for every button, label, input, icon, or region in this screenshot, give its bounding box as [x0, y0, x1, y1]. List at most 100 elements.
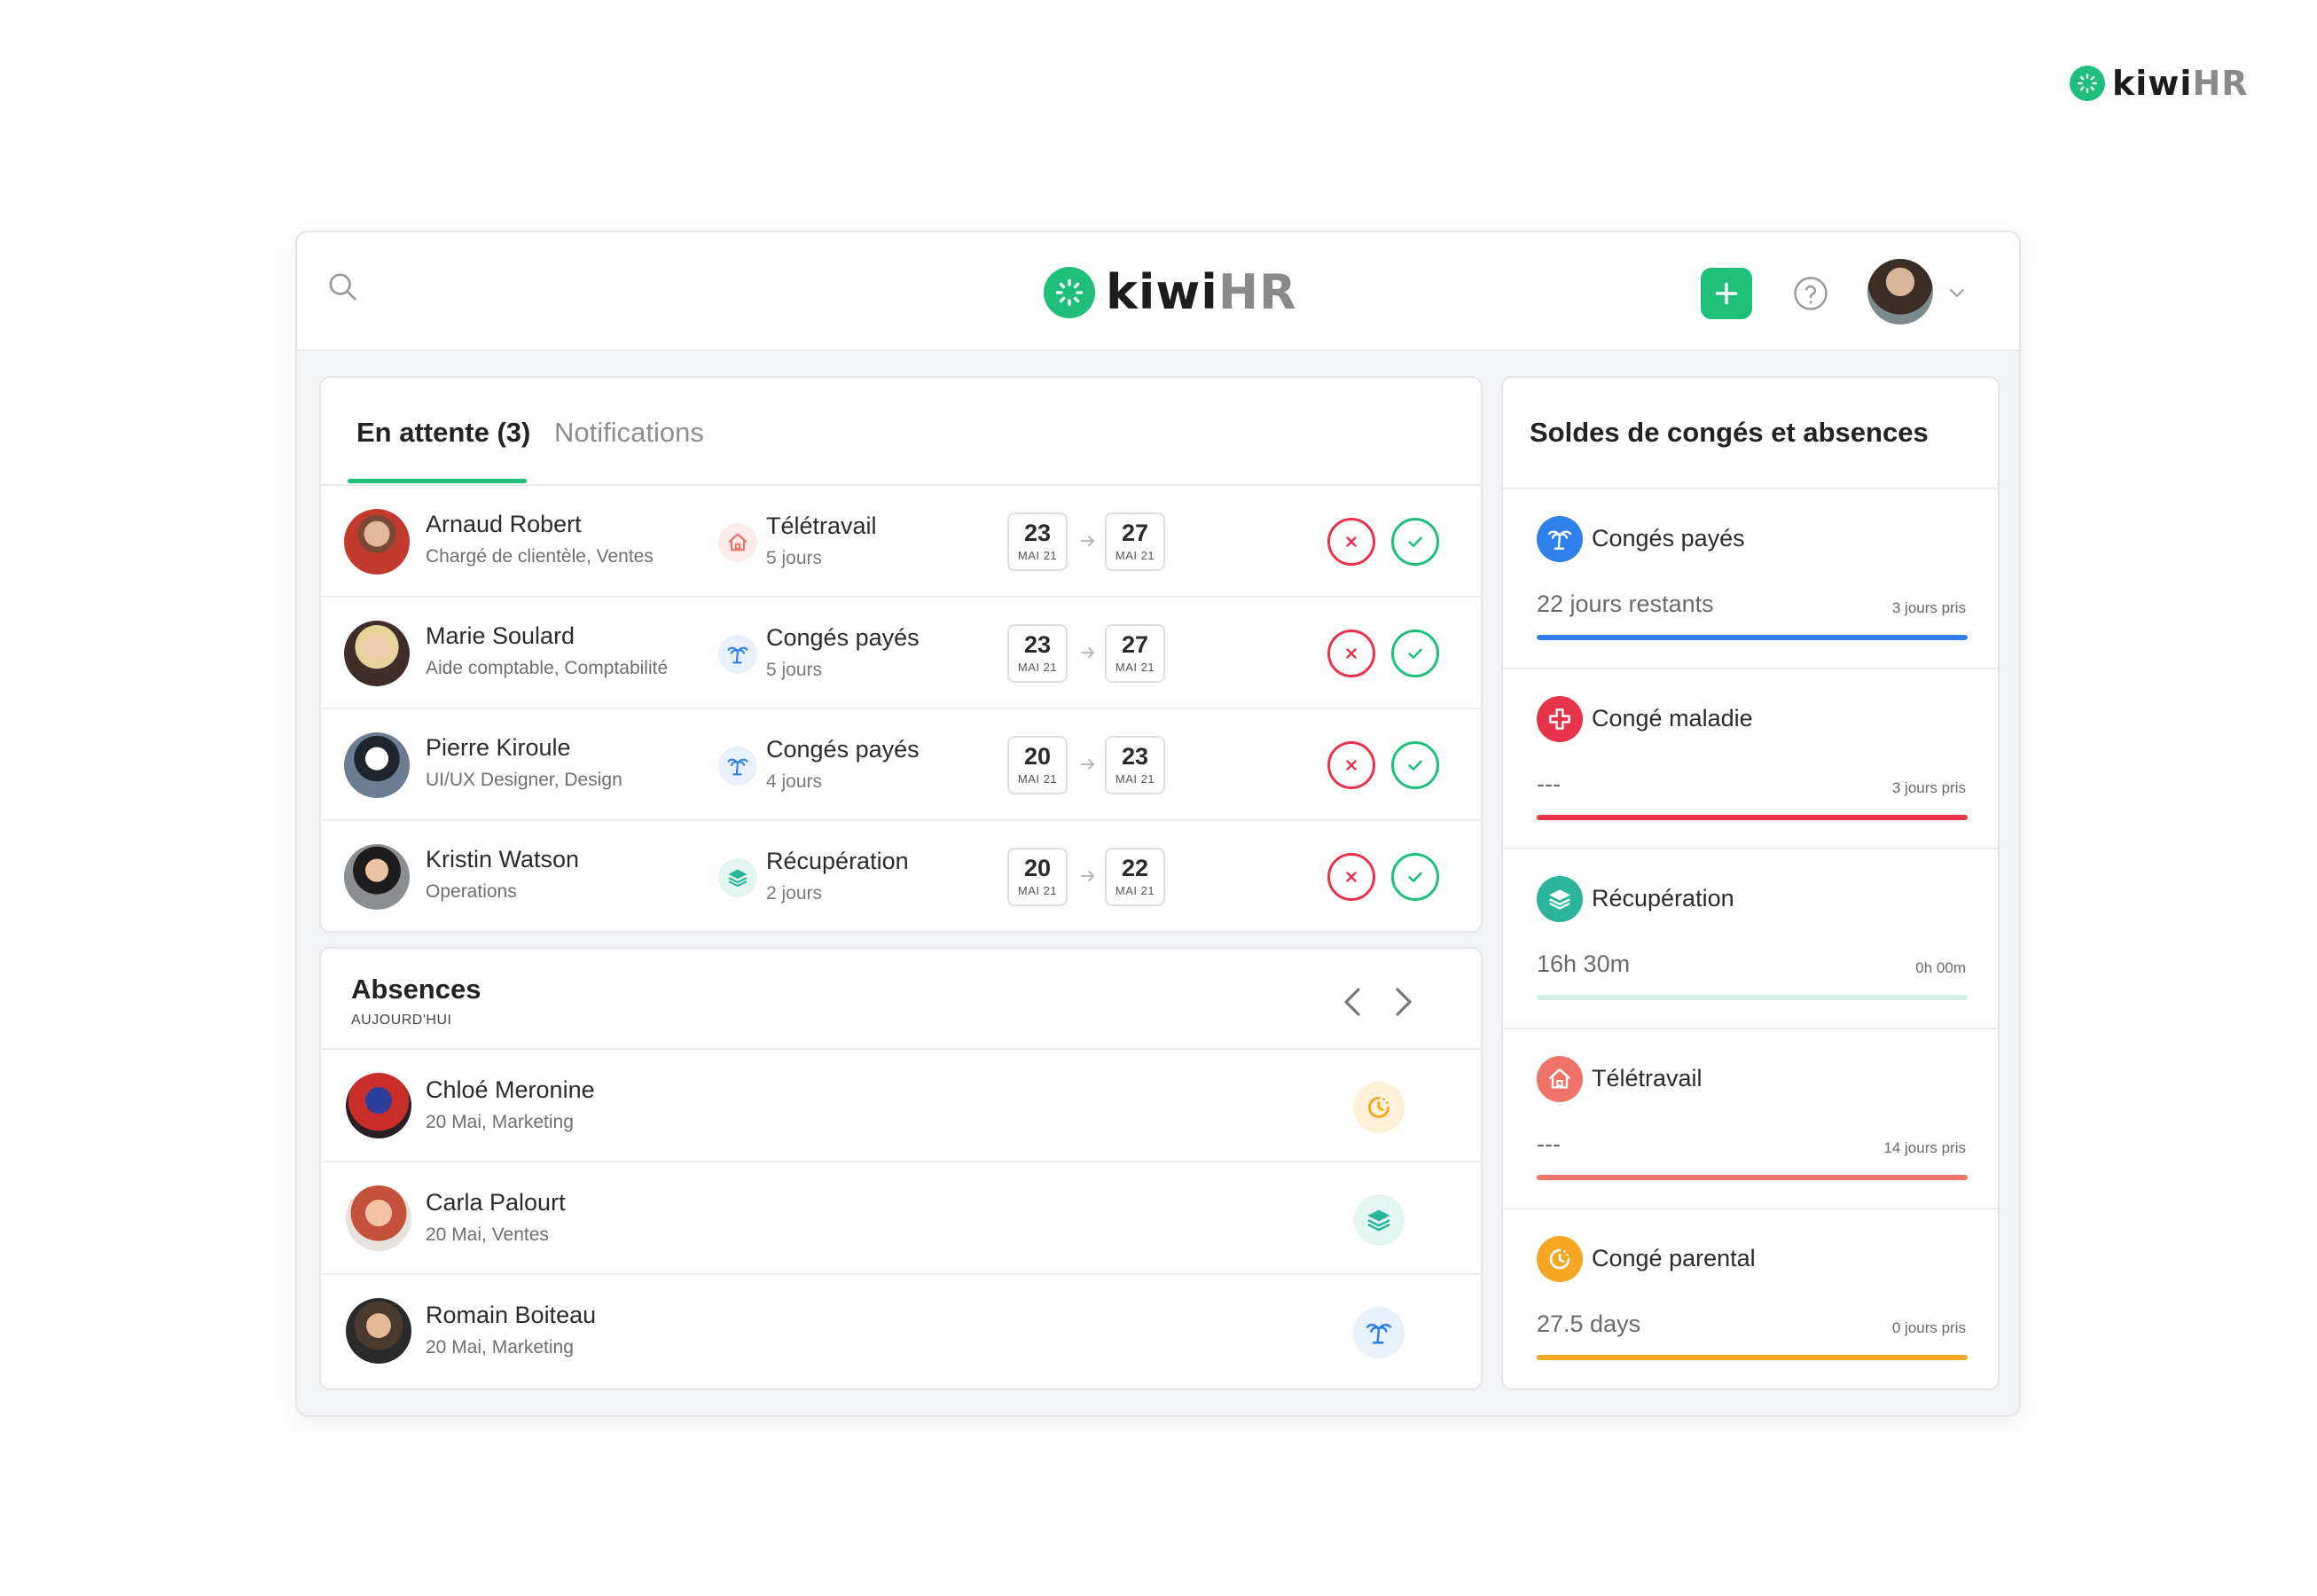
employee-role: Aide comptable, Comptabilité	[426, 658, 669, 678]
absences-title: Absences	[351, 974, 481, 1005]
reject-button[interactable]	[1327, 630, 1375, 677]
add-button[interactable]	[1701, 268, 1752, 319]
request-row[interactable]: Arnaud Robert Chargé de clientèle, Vente…	[321, 486, 1481, 598]
medical-cross-icon	[1537, 696, 1583, 742]
header-logo-word: kiwiHR	[1106, 264, 1297, 320]
search-icon[interactable]	[325, 270, 361, 305]
palm-tree-icon	[718, 635, 757, 674]
balance-bar	[1537, 815, 1968, 820]
absence-detail: 20 Mai, Marketing	[426, 1337, 574, 1357]
absence-detail: 20 Mai, Ventes	[426, 1224, 549, 1245]
balance-bar	[1537, 995, 1968, 1000]
tab-pending[interactable]: En attente (3)	[356, 417, 531, 448]
avatar	[344, 844, 410, 910]
end-date: 22 MAI 21	[1105, 848, 1165, 906]
check-icon	[1408, 872, 1422, 882]
corner-logo-word: kiwiHR	[2112, 64, 2249, 103]
employee-name: Chloé Meronine	[426, 1076, 595, 1103]
start-date: 23 MAI 21	[1007, 624, 1068, 683]
balance-taken: 3 jours pris	[1891, 599, 1966, 616]
approve-button[interactable]	[1391, 630, 1439, 677]
leave-duration: 2 jours	[766, 883, 823, 904]
leave-type: Congés payés	[766, 624, 920, 651]
reject-button[interactable]	[1327, 853, 1375, 901]
chevron-down-icon[interactable]	[1946, 282, 1968, 303]
request-row[interactable]: Kristin Watson Operations Récupération 2…	[321, 821, 1481, 931]
layers-icon	[718, 858, 757, 897]
home-icon	[1537, 1056, 1583, 1102]
balances-title: Soldes de congés et absences	[1530, 417, 1929, 448]
balance-item[interactable]: Télétravail --- 14 jours pris	[1503, 1029, 1998, 1209]
start-month: MAI 21	[1017, 884, 1058, 897]
balance-remaining: 16h 30m	[1537, 951, 1631, 977]
tabs: En attente (3) Notifications	[321, 378, 1481, 486]
employee-name: Arnaud Robert	[426, 511, 582, 537]
start-date: 20 MAI 21	[1007, 736, 1068, 794]
palm-tree-icon	[1537, 516, 1583, 562]
start-month: MAI 21	[1017, 661, 1058, 674]
balance-taken: 0 jours pris	[1891, 1319, 1966, 1336]
balance-bar	[1537, 635, 1968, 640]
leave-duration: 5 jours	[766, 548, 823, 568]
absence-row[interactable]: Romain Boiteau 20 Mai, Marketing	[321, 1275, 1481, 1388]
balance-taken: 14 jours pris	[1883, 1139, 1966, 1156]
header-logo: kiwiHR	[1044, 264, 1297, 320]
start-month: MAI 21	[1017, 549, 1058, 562]
start-day: 23	[1023, 631, 1052, 658]
absence-list: Chloé Meronine 20 Mai, Marketing Carla P…	[321, 1050, 1481, 1388]
home-icon	[718, 523, 757, 562]
request-row[interactable]: Pierre Kiroule UI/UX Designer, Design Co…	[321, 709, 1481, 821]
balance-name: Congé parental	[1592, 1245, 1756, 1271]
balance-item[interactable]: Congés payés 22 jours restants 3 jours p…	[1503, 489, 1998, 669]
request-list: Arnaud Robert Chargé de clientèle, Vente…	[321, 486, 1481, 931]
top-bar: kiwiHR	[297, 232, 2019, 351]
start-day: 20	[1023, 855, 1052, 881]
balances-card: Soldes de congés et absences Congés payé…	[1501, 376, 2000, 1390]
employee-name: Carla Palourt	[426, 1189, 566, 1216]
employee-name: Pierre Kiroule	[426, 734, 571, 761]
absences-subtitle: AUJOURD'HUI	[351, 1013, 452, 1028]
palm-tree-icon	[1353, 1307, 1405, 1358]
employee-name: Marie Soulard	[426, 622, 575, 649]
request-row[interactable]: Marie Soulard Aide comptable, Comptabili…	[321, 598, 1481, 709]
approve-button[interactable]	[1391, 853, 1439, 901]
close-icon	[1346, 536, 1357, 547]
absence-row[interactable]: Chloé Meronine 20 Mai, Marketing	[321, 1050, 1481, 1162]
avatar	[344, 732, 410, 798]
layers-icon	[1537, 876, 1583, 922]
check-icon	[1408, 648, 1422, 659]
balance-name: Congés payés	[1592, 525, 1745, 552]
chevron-right-icon[interactable]	[1390, 984, 1417, 1020]
question-circle-icon[interactable]	[1792, 275, 1829, 312]
balance-remaining: 27.5 days	[1537, 1310, 1641, 1337]
balance-name: Congé maladie	[1592, 705, 1753, 732]
approve-button[interactable]	[1391, 741, 1439, 789]
app-window: kiwiHR En attente (3) Notifications Arna…	[295, 231, 2021, 1417]
balance-item[interactable]: Congé maladie --- 3 jours pris	[1503, 669, 1998, 849]
chevron-left-icon[interactable]	[1339, 984, 1366, 1020]
active-tab-indicator	[348, 479, 527, 483]
clock-icon	[1353, 1082, 1405, 1133]
arrow-right-icon	[1077, 642, 1099, 663]
balance-item[interactable]: Congé parental 27.5 days 0 jours pris	[1503, 1209, 1998, 1389]
tab-notifications[interactable]: Notifications	[554, 417, 704, 448]
reject-button[interactable]	[1327, 741, 1375, 789]
user-avatar[interactable]	[1867, 259, 1933, 325]
corner-logo: kiwiHR	[2070, 64, 2249, 103]
employee-role: UI/UX Designer, Design	[426, 770, 622, 790]
avatar	[344, 509, 410, 575]
balance-item[interactable]: Récupération 16h 30m 0h 00m	[1503, 849, 1998, 1029]
layers-icon	[1353, 1194, 1405, 1246]
avatar	[346, 1298, 411, 1364]
balance-remaining: 22 jours restants	[1537, 591, 1714, 617]
end-month: MAI 21	[1115, 772, 1155, 786]
absence-row[interactable]: Carla Palourt 20 Mai, Ventes	[321, 1162, 1481, 1275]
leave-type: Télétravail	[766, 512, 877, 539]
pending-requests-card: En attente (3) Notifications Arnaud Robe…	[319, 376, 1483, 933]
start-day: 23	[1023, 520, 1052, 546]
approve-button[interactable]	[1391, 518, 1439, 566]
end-day: 27	[1121, 520, 1149, 546]
clock-icon	[1537, 1236, 1583, 1282]
close-icon	[1346, 872, 1357, 882]
reject-button[interactable]	[1327, 518, 1375, 566]
